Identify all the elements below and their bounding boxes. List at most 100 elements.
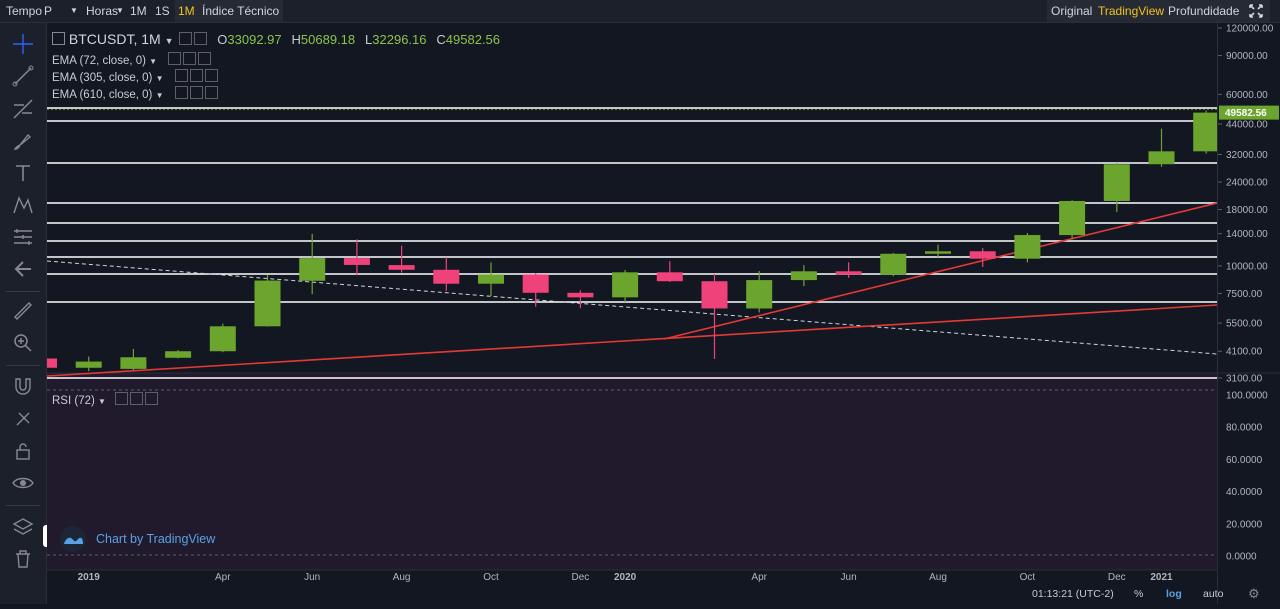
symbol-name[interactable]: BTCUSDT, 1M	[68, 31, 161, 47]
long-term-trend-line[interactable]	[47, 304, 1217, 377]
candle-body[interactable]	[254, 280, 281, 327]
candle-body[interactable]	[925, 251, 951, 254]
text-tool-icon[interactable]	[11, 161, 35, 185]
lock-drawing-icon[interactable]	[11, 407, 35, 431]
candle-body[interactable]	[612, 272, 639, 298]
time-axis-label: Oct	[1020, 572, 1036, 583]
candle-body[interactable]	[656, 272, 683, 282]
chevron-down-icon[interactable]: ▼	[155, 74, 164, 83]
view-tradingview-tab[interactable]: TradingView	[1094, 0, 1169, 22]
candle-body[interactable]	[478, 274, 504, 284]
candle-body[interactable]	[388, 265, 415, 270]
view-depth-tab[interactable]: Profundidade	[1164, 0, 1244, 22]
ema-72-label: EMA (72, close, 0)	[52, 55, 146, 67]
ruler-icon[interactable]	[11, 299, 35, 323]
back-arrow-icon[interactable]	[11, 257, 35, 281]
candle-body[interactable]	[343, 258, 370, 265]
candle-body[interactable]	[120, 357, 147, 369]
candle-body[interactable]	[835, 271, 862, 275]
close-icon[interactable]	[198, 52, 212, 65]
auto-toggle[interactable]: auto	[1203, 588, 1224, 600]
close-icon[interactable]	[204, 69, 218, 82]
rsi-axis-label: 40.0000	[1226, 487, 1263, 498]
candle-body[interactable]	[209, 326, 236, 352]
candle-body[interactable]	[1193, 112, 1217, 152]
time-axis-label: Dec	[572, 572, 590, 583]
candle-body[interactable]	[433, 269, 460, 284]
tradingview-credit[interactable]: Chart by TradingView	[58, 525, 215, 553]
candle-body[interactable]	[1148, 151, 1175, 165]
price-axis[interactable]: 120000.00 90000.00 60000.00 44000.00 32000.0…	[1217, 23, 1280, 604]
close-icon[interactable]	[145, 392, 159, 405]
candle-body[interactable]	[1103, 164, 1130, 201]
settings-icon[interactable]	[168, 52, 182, 65]
settings-icon[interactable]	[115, 392, 129, 405]
time-axis-label: Aug	[929, 572, 947, 583]
time-axis-label: Aug	[393, 572, 411, 583]
candle-body[interactable]	[299, 258, 326, 281]
eye-icon[interactable]	[189, 86, 203, 99]
settings-icon[interactable]	[174, 69, 188, 82]
time-axis-label: Jun	[841, 572, 857, 583]
price-axis-label: 4100.00	[1226, 347, 1263, 358]
percent-toggle[interactable]: %	[1134, 588, 1144, 600]
prediction-icon[interactable]	[11, 225, 35, 249]
eye-icon[interactable]	[130, 392, 144, 405]
candle-body[interactable]	[790, 271, 817, 281]
ema-72-legend[interactable]: EMA (72, close, 0) ▼	[52, 52, 212, 67]
interval-1m-button[interactable]: 1M	[130, 4, 147, 18]
hours-select[interactable]: Horas ▼	[86, 0, 126, 22]
fib-retracement-icon[interactable]	[11, 97, 35, 121]
candle-body[interactable]	[1014, 235, 1041, 259]
layers-icon[interactable]	[11, 515, 35, 539]
eye-icon[interactable]	[11, 471, 35, 495]
period-select[interactable]: P ▼	[44, 0, 78, 22]
crosshair-icon[interactable]	[11, 32, 35, 56]
candle-body[interactable]	[47, 358, 57, 368]
settings-icon[interactable]	[174, 86, 188, 99]
candle-body[interactable]	[880, 253, 907, 275]
fullscreen-button[interactable]	[1242, 0, 1270, 22]
symbol-legend: BTCUSDT, 1M ▼ O33092.97 H50689.18 L32296…	[52, 31, 500, 47]
symbol-checkbox[interactable]	[52, 32, 65, 45]
support-trend-line[interactable]	[663, 202, 1217, 340]
gear-icon[interactable]: ⚙	[1248, 586, 1260, 601]
zoom-icon[interactable]	[11, 331, 35, 355]
interval-1s-button[interactable]: 1S	[155, 4, 170, 18]
ema-305-legend[interactable]: EMA (305, close, 0) ▼	[52, 69, 218, 84]
log-toggle[interactable]: log	[1166, 588, 1182, 600]
candle-body[interactable]	[969, 251, 996, 259]
settings-icon[interactable]	[179, 32, 193, 45]
chevron-down-icon[interactable]: ▼	[155, 91, 164, 100]
candle-body[interactable]	[165, 351, 192, 358]
pattern-icon[interactable]	[11, 193, 35, 217]
trend-line-icon[interactable]	[11, 64, 35, 88]
period-select-value: P	[44, 4, 53, 18]
interval-1mo-button[interactable]: 1M	[175, 0, 198, 22]
indicators-button[interactable]: Índice Técnico	[198, 0, 284, 22]
chevron-down-icon[interactable]: ▼	[149, 57, 158, 66]
time-axis-label: Oct	[483, 572, 499, 583]
trash-icon[interactable]	[11, 547, 35, 571]
candle-body[interactable]	[746, 280, 773, 309]
view-original-tab[interactable]: Original	[1047, 0, 1097, 22]
candle-body[interactable]	[75, 361, 102, 368]
brush-icon[interactable]	[11, 129, 35, 153]
magnet-icon[interactable]	[11, 375, 35, 399]
time-axis-label: Jun	[304, 572, 320, 583]
ema-610-label: EMA (610, close, 0)	[52, 89, 153, 101]
ema-610-legend[interactable]: EMA (610, close, 0) ▼	[52, 86, 218, 101]
rsi-legend[interactable]: RSI (72) ▼	[52, 392, 159, 407]
eye-icon[interactable]	[183, 52, 197, 65]
lock-icon[interactable]	[11, 439, 35, 463]
eye-icon[interactable]	[194, 32, 208, 45]
candle-body[interactable]	[701, 281, 728, 309]
chevron-down-icon[interactable]: ▼	[98, 397, 106, 406]
candle-body[interactable]	[567, 292, 594, 298]
eye-icon[interactable]	[189, 69, 203, 82]
candle-body[interactable]	[522, 274, 549, 293]
chevron-down-icon[interactable]: ▼	[164, 36, 174, 46]
price-chart[interactable]: 2019 Apr Jun Aug Oct Dec 2020 Apr Jun Aug Oct Dec 20…	[47, 23, 1217, 604]
close-icon[interactable]	[204, 86, 218, 99]
candle-body[interactable]	[1059, 200, 1086, 236]
